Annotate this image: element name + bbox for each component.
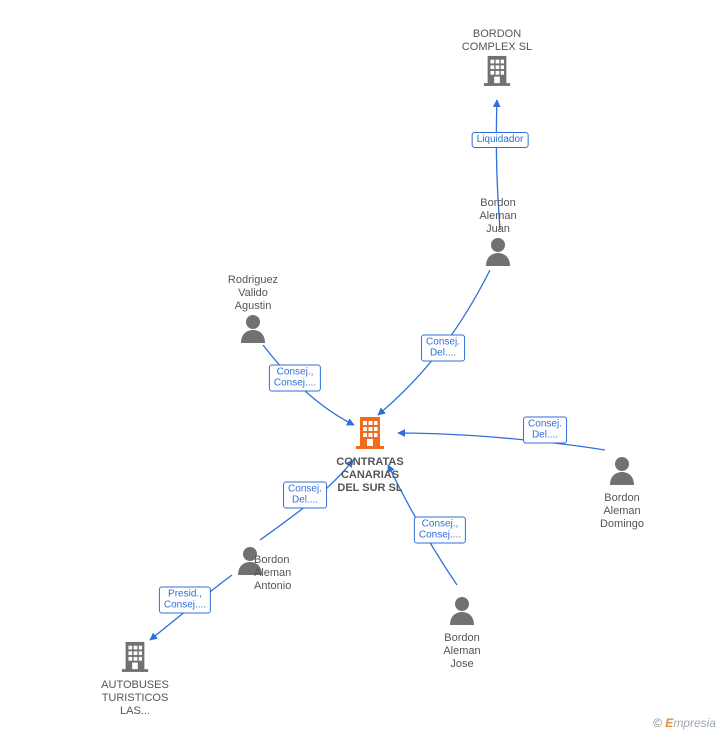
edge-label-jose-center[interactable]: Consej., Consej.... (414, 517, 466, 544)
node-label: Bordon Aleman Domingo (562, 492, 682, 531)
edge-label-antonio-autobuses[interactable]: Presid., Consej.... (159, 587, 211, 614)
person-icon (608, 455, 636, 490)
center-label: CONTRATAS CANARIAS DEL SUR SL (310, 456, 430, 495)
node-bordon_complex[interactable]: BORDON COMPLEX SL (437, 26, 557, 91)
building-icon (482, 54, 512, 91)
node-label: Bordon Aleman Jose (402, 632, 522, 671)
node-label: Bordon Aleman Juan (438, 197, 558, 236)
person-icon (448, 595, 476, 630)
node-center-company[interactable]: CONTRATAS CANARIAS DEL SUR SL (310, 415, 430, 495)
copyright-symbol: © (653, 716, 662, 730)
person-icon (484, 236, 512, 271)
network-diagram: CONTRATAS CANARIAS DEL SUR SL BORDON COM… (0, 0, 728, 740)
node-rodriguez[interactable]: Rodriguez Valido Agustin (193, 272, 313, 348)
edges-layer (0, 0, 728, 740)
building-icon (120, 640, 150, 677)
node-domingo[interactable]: Bordon Aleman Domingo (562, 455, 682, 531)
brand-rest: mpresia (673, 716, 716, 730)
node-label: Bordon Aleman Antonio (254, 554, 310, 593)
edge-label-juan-bordon_complex[interactable]: Liquidador (472, 132, 529, 148)
node-autobuses[interactable]: AUTOBUSES TURISTICOS LAS... (75, 640, 195, 718)
edge-label-antonio-center[interactable]: Consej. Del.... (283, 482, 327, 509)
node-jose[interactable]: Bordon Aleman Jose (402, 595, 522, 671)
building-icon (354, 415, 386, 454)
watermark: © Empresia (653, 716, 716, 730)
node-label: Rodriguez Valido Agustin (193, 274, 313, 313)
person-icon (239, 313, 267, 348)
node-juan[interactable]: Bordon Aleman Juan (438, 195, 558, 271)
edge-label-rodriguez-center[interactable]: Consej., Consej.... (269, 365, 321, 392)
edge-label-domingo-center[interactable]: Consej. Del.... (523, 417, 567, 444)
node-label: AUTOBUSES TURISTICOS LAS... (75, 679, 195, 718)
node-label: BORDON COMPLEX SL (437, 28, 557, 54)
edge-label-juan-center[interactable]: Consej. Del.... (421, 335, 465, 362)
